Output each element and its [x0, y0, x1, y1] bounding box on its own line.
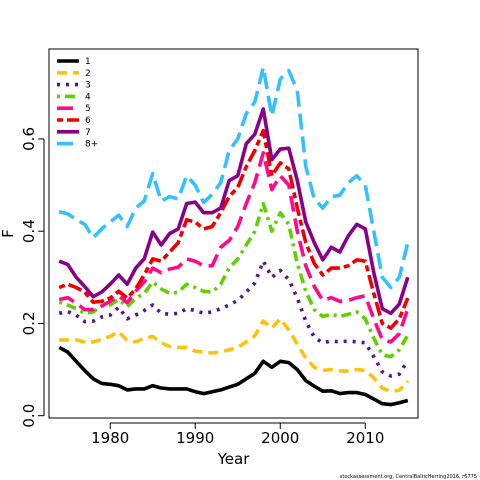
series-line-5 [58, 151, 410, 344]
x-tick-label: 1990 [176, 429, 214, 447]
legend-label: 7 [85, 128, 91, 138]
series-line-8plus [58, 65, 410, 290]
y-axis: 0.0 0.2 0.4 0.6 [20, 127, 45, 428]
y-tick-label: 0.0 [20, 404, 38, 428]
credit-text: stockassessment.org, CentralBalticHerrin… [340, 474, 477, 480]
y-axis-title: F [0, 229, 17, 238]
legend-label: 1 [85, 57, 91, 67]
legend-label: 4 [85, 92, 91, 102]
legend-label: 5 [85, 104, 91, 114]
y-tick-label: 0.6 [20, 127, 38, 151]
series-line-2 [59, 316, 410, 394]
series-layer [58, 65, 410, 407]
legend: 1 2 34 5 6 7 8+ [57, 57, 98, 150]
legend-label: 8+ [85, 140, 98, 150]
y-tick-label: 0.4 [20, 219, 38, 243]
series-line-1 [58, 345, 409, 407]
series-line-4 [58, 201, 410, 359]
y-tick-label: 0.2 [20, 312, 38, 336]
series-line-3 [58, 259, 410, 378]
series-line-7 [58, 107, 410, 316]
legend-label: 6 [85, 116, 91, 126]
x-axis: 1980 1990 2000 2010 [91, 422, 384, 447]
x-tick-label: 1980 [91, 429, 129, 447]
legend-label: 3 [85, 81, 91, 91]
plot-frame [48, 48, 419, 419]
legend-label: 2 [85, 69, 91, 79]
x-tick-label: 2010 [346, 429, 384, 447]
x-axis-title: Year [217, 450, 251, 468]
series-line-6 [58, 128, 410, 330]
x-tick-label: 2000 [261, 429, 299, 447]
